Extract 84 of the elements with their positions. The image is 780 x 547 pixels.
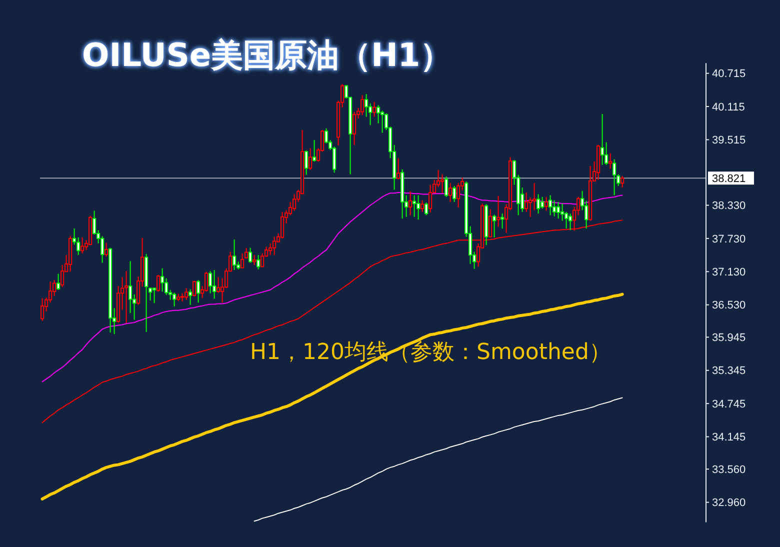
candlestick xyxy=(40,298,44,322)
candlestick xyxy=(280,211,284,239)
candlestick xyxy=(440,174,444,194)
candlestick xyxy=(184,288,188,300)
y-tick-label: 37.130 xyxy=(712,266,746,278)
y-tick-label: 39.515 xyxy=(712,134,746,147)
candlestick xyxy=(192,280,196,298)
annotation: H1，120均线（参数：Smoothed） xyxy=(250,340,611,365)
candlestick xyxy=(524,192,528,212)
candlestick xyxy=(240,252,244,269)
candlestick xyxy=(548,194,552,216)
candlestick xyxy=(448,182,452,202)
y-tick-label: 35.345 xyxy=(712,365,746,378)
candlestick xyxy=(160,268,164,292)
y-tick-label: 37.730 xyxy=(712,233,746,246)
candlestick xyxy=(552,200,556,217)
candlestick xyxy=(416,194,420,220)
candlestick xyxy=(156,274,160,292)
y-tick-label: 36.530 xyxy=(712,300,746,312)
candlestick xyxy=(208,270,212,294)
y-tick-label: 33.560 xyxy=(712,464,746,476)
candlestick xyxy=(608,152,612,170)
candlestick xyxy=(556,201,560,220)
chart-title: OILUSe美国原油（H1） xyxy=(82,36,452,74)
candlestick xyxy=(544,196,548,212)
y-tick-label: 34.745 xyxy=(712,398,746,410)
candlestick xyxy=(196,279,200,304)
candlestick xyxy=(60,264,64,288)
candlestick xyxy=(412,194,416,218)
candlestick xyxy=(128,260,132,314)
candlestick xyxy=(92,210,96,236)
candlestick xyxy=(560,203,564,222)
candlestick xyxy=(188,288,192,306)
candlestick xyxy=(252,254,256,266)
candlestick xyxy=(304,150,308,176)
candlestick xyxy=(452,185,456,202)
candlestick xyxy=(408,190,412,216)
candlestick xyxy=(364,94,368,118)
candlestick xyxy=(420,200,424,212)
y-tick-label: 32.960 xyxy=(712,497,746,510)
candlestick xyxy=(612,158,616,196)
candlestick xyxy=(80,236,84,254)
y-tick-label: 34.145 xyxy=(712,432,746,444)
y-tick-label: 40.715 xyxy=(712,68,746,80)
candlestick xyxy=(376,104,380,124)
candlestick xyxy=(256,254,260,270)
candlestick xyxy=(312,139,316,162)
candlestick xyxy=(216,276,220,294)
candlestick xyxy=(308,148,312,170)
candlestick xyxy=(444,176,448,198)
y-tick-label: 40.115 xyxy=(712,101,745,114)
candlestick xyxy=(212,269,216,300)
y-tick-label: 35.945 xyxy=(712,332,746,344)
candlestick xyxy=(56,273,60,290)
candlestick xyxy=(568,213,572,231)
y-tick-label: 38.330 xyxy=(712,200,746,212)
candlestick xyxy=(352,111,356,146)
candlestick xyxy=(492,214,496,238)
candlestick xyxy=(268,242,272,256)
candlestick xyxy=(104,242,108,258)
candlestick xyxy=(292,194,296,212)
candlestick xyxy=(248,247,252,264)
ref-line-label: 38.821 xyxy=(712,172,746,185)
candlestick xyxy=(540,196,544,210)
candlestick xyxy=(232,239,236,270)
candlestick xyxy=(620,175,624,188)
candlestick xyxy=(428,184,432,213)
line-series xyxy=(40,292,624,500)
candlestick xyxy=(260,252,264,268)
candlestick xyxy=(172,292,176,307)
candlestick xyxy=(496,195,500,228)
candlestick xyxy=(536,194,540,214)
candlestick xyxy=(396,158,400,180)
candlestick xyxy=(600,113,604,166)
candlestick xyxy=(152,287,156,304)
candlestick xyxy=(456,182,460,208)
candlestick xyxy=(500,213,504,229)
candlestick xyxy=(360,94,364,116)
candlestick xyxy=(272,236,276,256)
candlestick xyxy=(372,101,376,118)
line-series xyxy=(254,397,623,522)
candlestick xyxy=(424,202,428,216)
candlestick xyxy=(124,270,128,324)
candlestick xyxy=(244,247,248,259)
